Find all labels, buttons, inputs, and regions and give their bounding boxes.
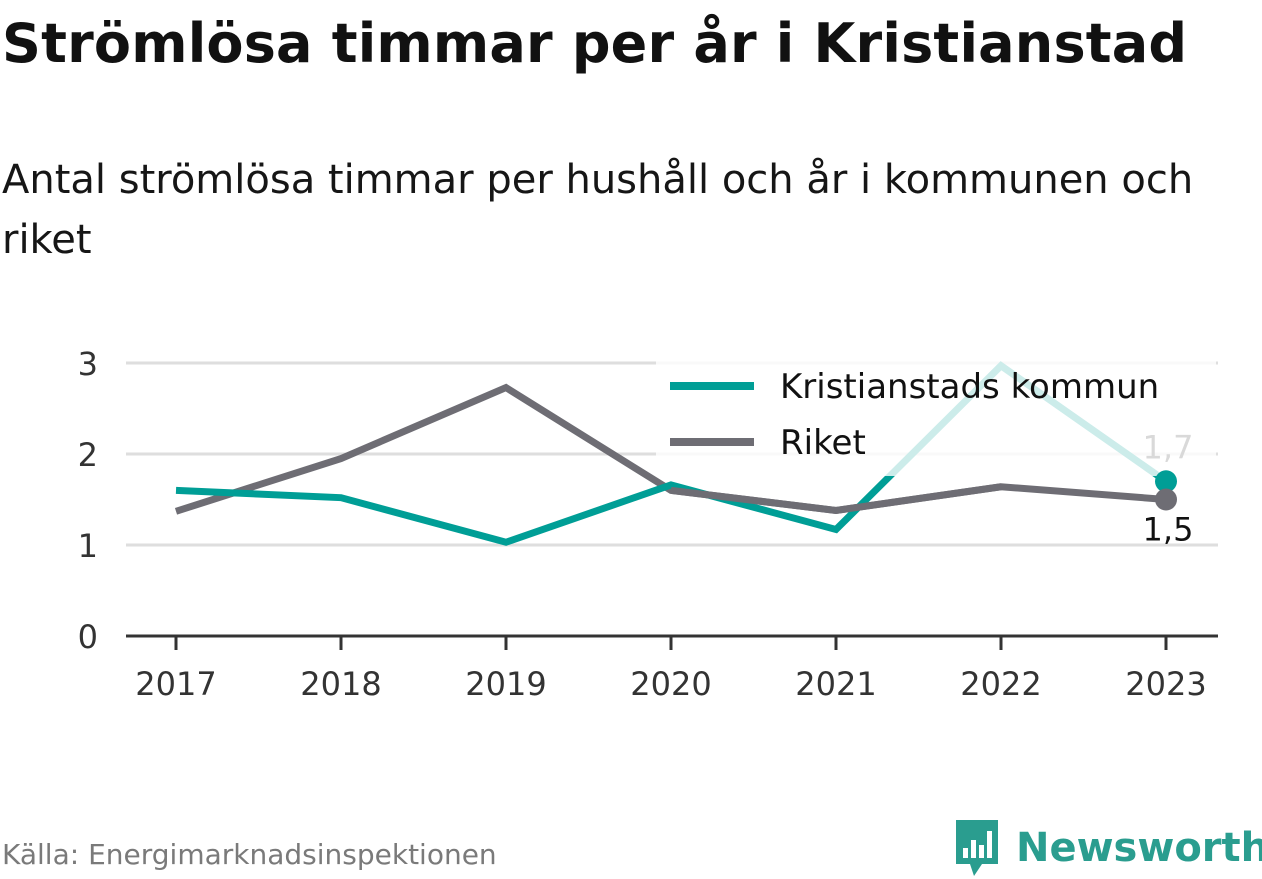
end-marker-riket [1155,488,1177,511]
legend: Kristianstads kommun Riket [656,356,1216,476]
x-tick-labels: 2017 2018 2019 2020 2021 2022 2023 [135,636,1207,703]
end-marker-kommun [1155,470,1177,493]
brand-name: Newsworthy [1016,825,1262,871]
legend-overlap-lines [670,483,1002,514]
x-tick-label: 2020 [630,665,711,703]
legend-label-kommun: Kristianstads kommun [780,367,1159,407]
end-label-riket: 1,5 [1143,511,1194,549]
series-line-riket-overlap [670,483,1002,514]
chart-subtitle: Antal strömlösa timmar per hushåll och å… [2,157,1194,263]
y-tick-label: 3 [78,345,98,383]
chart-title: Strömlösa timmar per år i Kristianstad [2,12,1188,75]
end-label-kommun: 1,7 [1143,428,1194,466]
x-tick-label: 2018 [300,665,381,703]
legend-label-riket: Riket [780,423,866,463]
legend-background [656,356,1216,476]
y-tick-label: 0 [78,618,98,656]
x-tick-label: 2023 [1125,665,1206,703]
brand-logo: Newsworthy [952,818,1262,878]
x-tick-label: 2021 [795,665,876,703]
source-note: Källa: Energimarknadsinspektionen [2,838,497,871]
end-labels: 1,7 1,5 [1143,428,1194,548]
x-tick-label: 2017 [135,665,216,703]
y-tick-labels: 0 1 2 3 [78,345,98,656]
y-tick-label: 2 [78,436,98,474]
x-tick-label: 2019 [465,665,546,703]
x-tick-label: 2022 [960,665,1041,703]
newsworthy-logo-icon [956,820,998,876]
y-tick-label: 1 [78,527,98,565]
